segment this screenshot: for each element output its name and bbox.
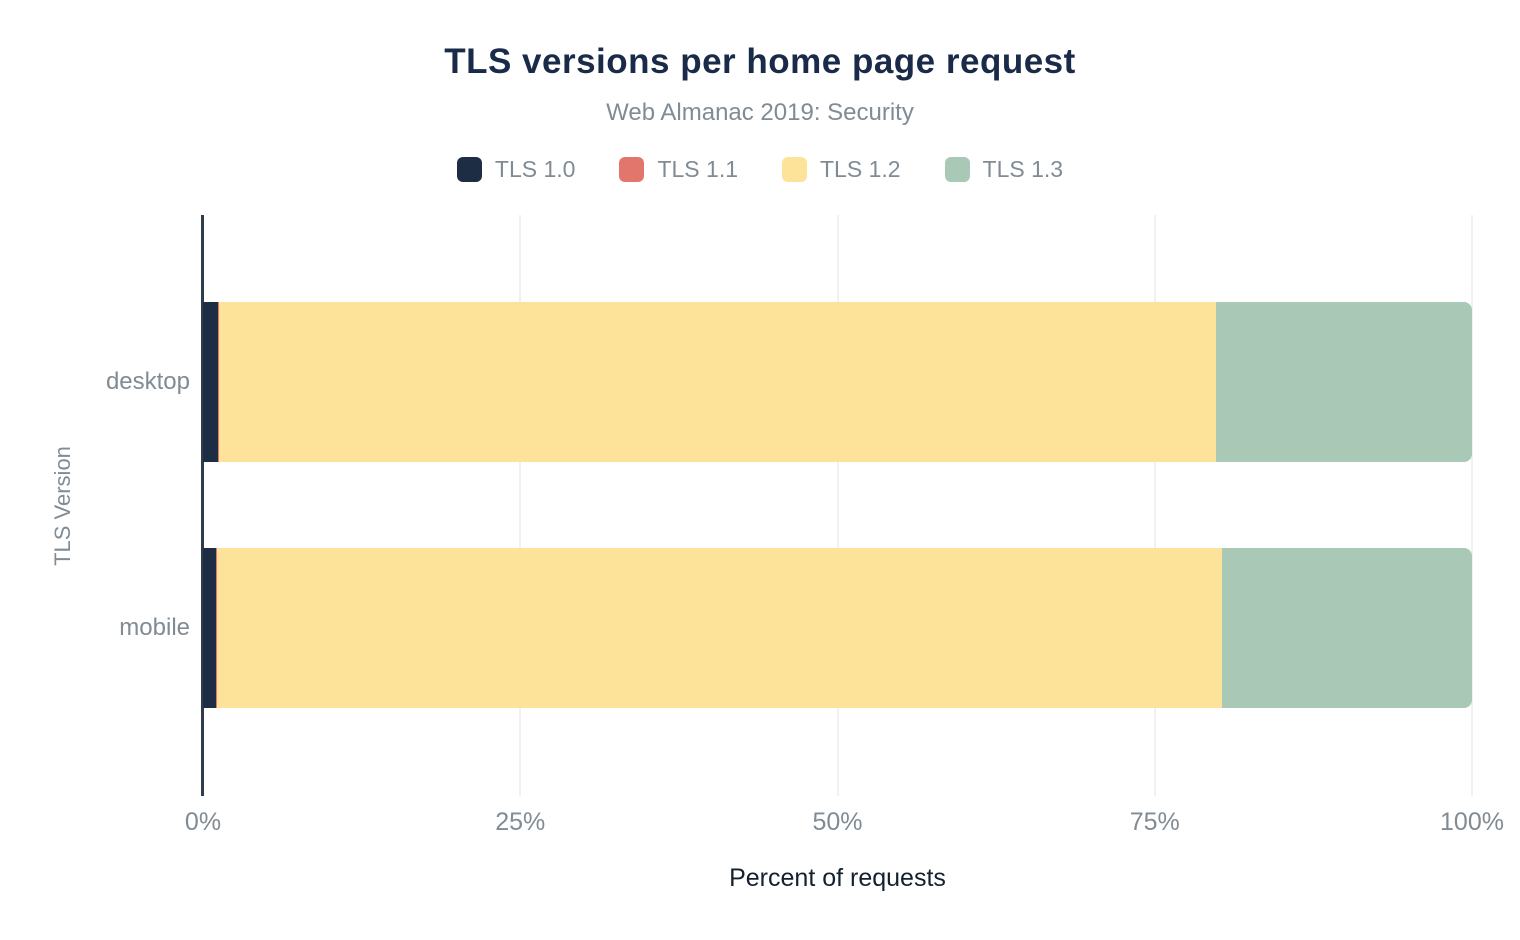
gridline-75 xyxy=(1153,215,1156,796)
legend-label: TLS 1.0 xyxy=(494,156,576,182)
y-axis-line xyxy=(201,215,204,796)
y-category-label-desktop: desktop xyxy=(105,368,190,395)
legend-swatch-icon xyxy=(782,157,807,182)
bar-desktop xyxy=(203,302,1472,462)
bar-mobile xyxy=(203,548,1472,708)
legend-item-tls-1-3: TLS 1.3 xyxy=(944,156,1064,183)
legend-label: TLS 1.1 xyxy=(657,156,738,182)
legend-label: TLS 1.2 xyxy=(820,156,901,182)
gridline-100 xyxy=(1471,215,1473,796)
plot-area: TLS Version Percent of requests desktop m… xyxy=(50,215,1504,892)
bar-segment-desktop-tls-1-0 xyxy=(203,302,219,462)
bar-segment-mobile-tls-1-3 xyxy=(1222,548,1472,708)
bar-segment-desktop-tls-1-1 xyxy=(218,302,220,462)
legend-swatch-icon xyxy=(456,157,482,182)
y-axis-title: TLS Version xyxy=(50,445,75,566)
bar-segment-desktop-tls-1-3 xyxy=(1215,302,1472,462)
legend-item-tls-1-1: TLS 1.1 xyxy=(619,156,738,183)
chart-subtitle: Web Almanac 2019: Security xyxy=(606,99,914,126)
x-tick-label-50: 50% xyxy=(812,808,863,836)
bar-segment-mobile-tls-1-2 xyxy=(216,548,1222,708)
x-tick-label-0: 0% xyxy=(184,808,222,836)
gridline-25 xyxy=(519,215,522,796)
bar-segment-mobile-tls-1-1 xyxy=(215,548,217,708)
gridline-50 xyxy=(836,215,839,796)
legend-swatch-icon xyxy=(619,157,645,182)
bar-segment-mobile-tls-1-0 xyxy=(203,548,216,708)
x-axis-title: Percent of requests xyxy=(729,864,946,892)
legend-item-tls-1-0: TLS 1.0 xyxy=(456,156,576,183)
bar-segment-desktop-tls-1-2 xyxy=(219,302,1216,462)
x-tick-label-100: 100% xyxy=(1440,808,1504,836)
x-tick-label-25: 25% xyxy=(495,808,546,836)
chart-title: TLS versions per home page request xyxy=(444,42,1076,81)
legend-item-tls-1-2: TLS 1.2 xyxy=(782,156,901,183)
legend-label: TLS 1.3 xyxy=(982,156,1064,182)
x-tick-label-75: 75% xyxy=(1129,808,1180,836)
y-category-label-mobile: mobile xyxy=(119,614,190,641)
legend: TLS 1.0 TLS 1.1 TLS 1.2 TLS 1.3 xyxy=(0,156,1520,183)
legend-swatch-icon xyxy=(944,157,970,182)
